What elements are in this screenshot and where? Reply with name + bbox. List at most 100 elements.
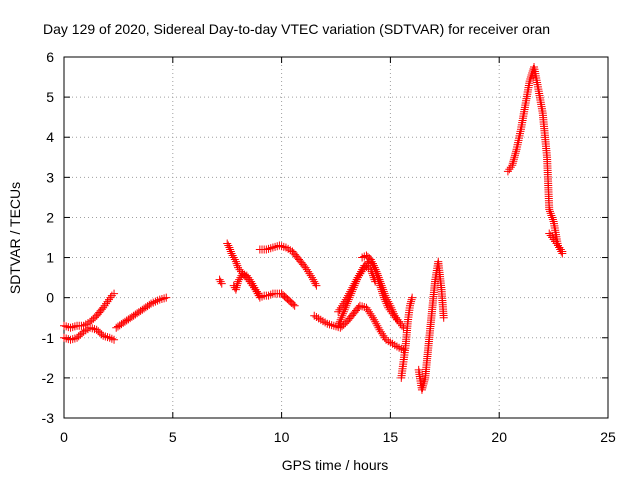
data-point: [380, 295, 389, 304]
data-point: [242, 271, 251, 280]
data-point: [346, 287, 355, 296]
data-point: [510, 153, 519, 162]
data-point: [377, 285, 386, 294]
data-point: [358, 265, 367, 274]
data-point: [374, 277, 383, 286]
data-point: [363, 305, 372, 314]
data-point: [100, 301, 109, 310]
series-I: [358, 251, 404, 326]
data-point: [374, 323, 383, 332]
data-point: [308, 273, 317, 282]
data-point: [373, 273, 382, 282]
data-point: [378, 289, 387, 298]
data-point: [439, 313, 448, 322]
y-tick-label: 1: [46, 250, 54, 266]
data-point: [217, 279, 226, 288]
data-point: [360, 263, 369, 272]
data-point: [336, 303, 345, 312]
data-point: [349, 281, 358, 290]
data-point: [367, 257, 376, 266]
data-point: [374, 275, 383, 284]
data-point: [396, 319, 405, 328]
data-point: [99, 303, 108, 312]
y-tick-label: 4: [46, 129, 54, 145]
data-point: [551, 237, 560, 246]
data-point: [378, 329, 387, 338]
data-point: [351, 277, 360, 286]
data-point: [362, 303, 371, 312]
data-point: [380, 333, 389, 342]
data-point: [301, 263, 310, 272]
data-point: [254, 289, 263, 298]
data-point: [379, 291, 388, 300]
data-point: [546, 209, 555, 218]
data-point: [226, 245, 235, 254]
data-point: [368, 259, 377, 268]
series-B: [112, 293, 171, 332]
x-tick-label: 0: [60, 429, 68, 445]
data-point: [247, 277, 256, 286]
data-point: [546, 231, 555, 240]
data-point: [511, 149, 520, 158]
data-point: [379, 293, 388, 302]
data-point: [509, 157, 518, 166]
series-C: [215, 275, 226, 288]
data-point: [407, 297, 416, 306]
data-point: [348, 283, 357, 292]
series-D2: [229, 269, 264, 300]
data-point: [555, 243, 564, 252]
data-point: [304, 267, 313, 276]
data-point: [106, 293, 115, 302]
data-point: [526, 75, 535, 84]
data-point: [223, 239, 232, 248]
data-point: [355, 271, 364, 280]
data-point: [234, 263, 243, 272]
data-point: [341, 295, 350, 304]
data-point: [311, 279, 320, 288]
data-point: [361, 261, 370, 270]
data-point: [235, 265, 244, 274]
data-point: [305, 269, 314, 278]
x-axis-label: GPS time / hours: [282, 457, 389, 473]
y-tick-label: 6: [46, 49, 54, 65]
data-point: [545, 205, 554, 214]
data-point: [340, 297, 349, 306]
data-point: [548, 213, 557, 222]
data-point: [371, 317, 380, 326]
data-point: [226, 247, 235, 256]
data-point: [233, 279, 242, 288]
data-point: [255, 291, 264, 300]
series-J: [397, 293, 417, 382]
data-point: [347, 285, 356, 294]
data-point: [350, 279, 359, 288]
data-point: [391, 313, 400, 322]
data-point: [337, 313, 346, 322]
data-point: [249, 281, 258, 290]
data-point: [370, 315, 379, 324]
data-point: [384, 303, 393, 312]
data-point: [553, 241, 562, 250]
chart-title: Day 129 of 2020, Sidereal Day-to-day VTE…: [43, 21, 550, 37]
series-A2: [60, 289, 119, 332]
data-point: [395, 317, 404, 326]
data-point: [352, 275, 361, 284]
data-point: [216, 277, 225, 286]
data-point: [231, 257, 240, 266]
data-point: [248, 279, 257, 288]
y-tick-label: 5: [46, 89, 54, 105]
data-point: [104, 295, 113, 304]
data-point: [232, 281, 241, 290]
y-tick-label: 2: [46, 209, 54, 225]
data-point: [342, 293, 351, 302]
data-point: [366, 309, 375, 318]
series-M: [545, 229, 567, 256]
data-point: [232, 259, 241, 268]
data-point: [234, 277, 243, 286]
x-tick-label: 25: [600, 429, 616, 445]
data-point: [510, 151, 519, 160]
data-point: [407, 295, 416, 304]
data-point: [306, 271, 315, 280]
data-point: [527, 71, 536, 80]
y-tick-label: -3: [42, 410, 55, 426]
data-point: [228, 251, 237, 260]
